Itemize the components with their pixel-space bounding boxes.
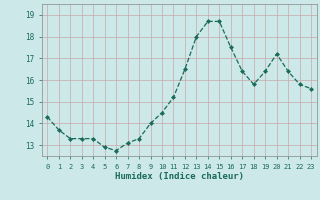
X-axis label: Humidex (Indice chaleur): Humidex (Indice chaleur)	[115, 172, 244, 181]
